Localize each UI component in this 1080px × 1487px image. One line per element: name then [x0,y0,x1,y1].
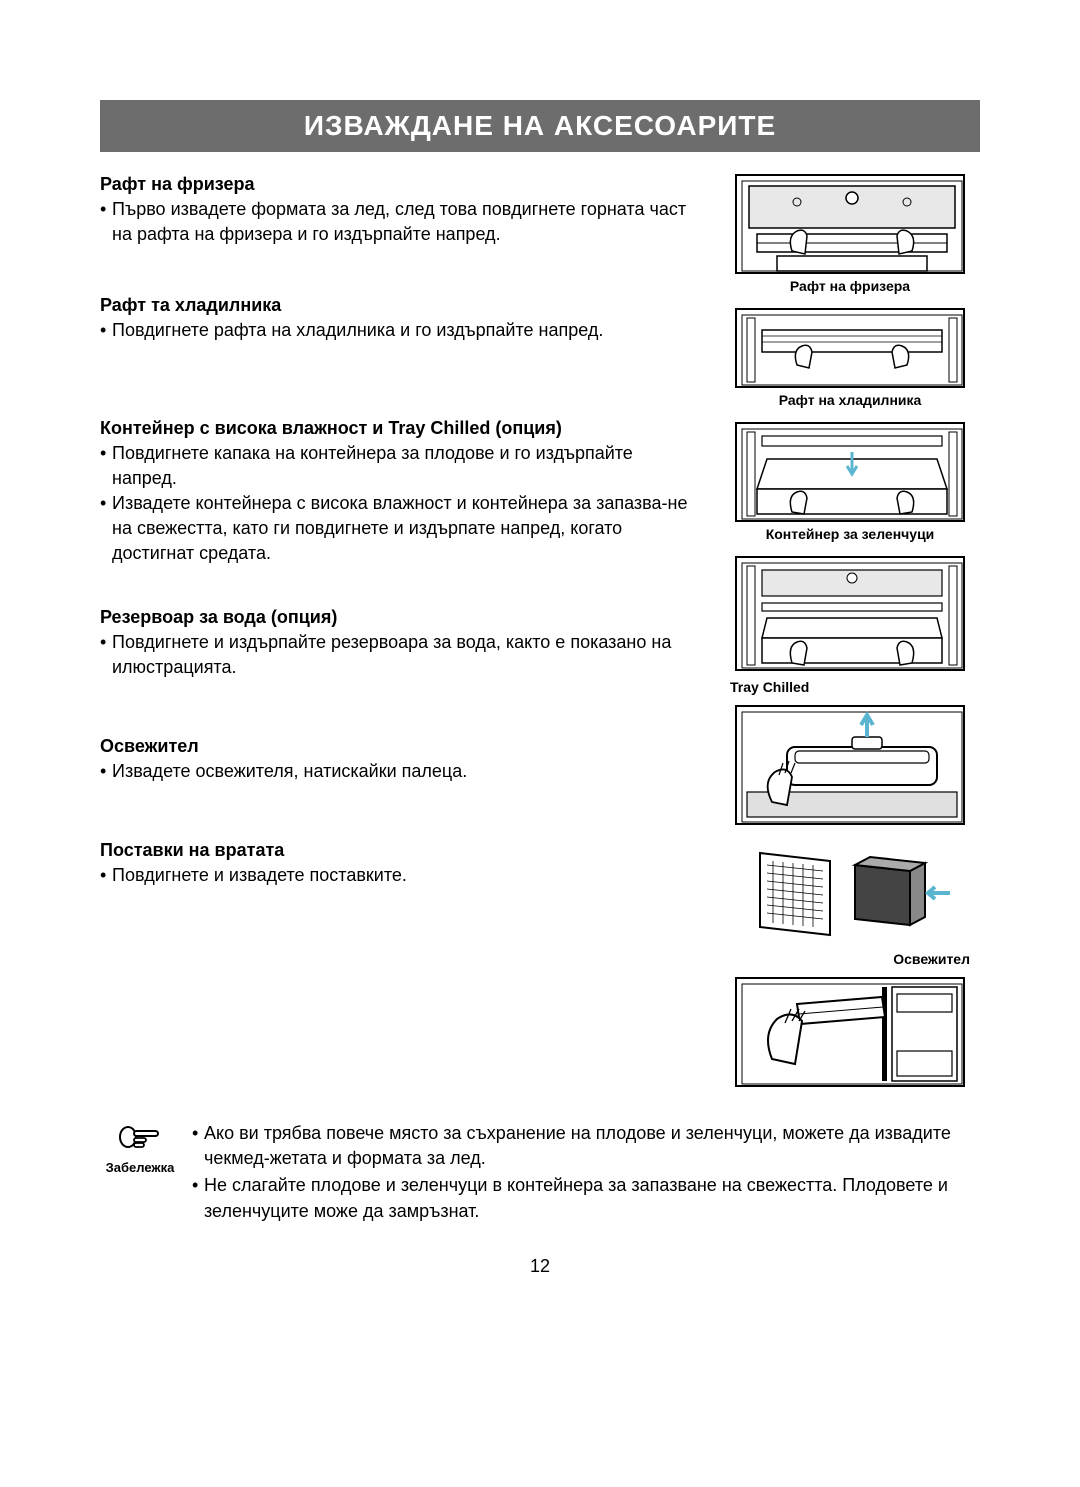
fridge-shelf-svg [737,310,967,390]
diagram-tray-chilled [735,556,965,671]
section-title: Рафт на фризера [100,174,700,195]
page-number: 12 [100,1256,980,1277]
diagram-veg-container [735,422,965,522]
note-bullet: Не слагайте плодове и зеленчуци в контей… [192,1173,980,1223]
section-freshener: Освежител Извадете освежителя, натискайк… [100,736,700,784]
diagram-water-tank [735,705,965,825]
page-title: ИЗВАЖДАНЕ НА АКСЕСОАРИТЕ [304,110,776,141]
veg-container-svg [737,424,967,524]
section-title: Контейнер с висока влажност и Tray Chill… [100,418,700,439]
bullet-text: Извадете контейнера с висока влажност и … [100,491,700,567]
tray-chilled-svg [737,558,967,673]
caption-fridge-shelf: Рафт на хладилника [779,392,922,408]
section-water-tank: Резервоар за вода (опция) Повдигнете и и… [100,607,700,680]
text-column: Рафт на фризера Първо извадете формата з… [100,174,700,1091]
caption-freezer-shelf: Рафт на фризера [790,278,910,294]
water-tank-svg [737,707,967,827]
bullet-text: Повдигнете и извадете поставките. [100,863,700,888]
bullet-text: Първо извадете формата за лед, след това… [100,197,700,247]
note-section: Забележка Ако ви трябва повече място за … [100,1121,980,1226]
note-icon-column: Забележка [100,1121,180,1175]
caption-veg-container: Контейнер за зеленчуци [766,526,935,542]
section-door-trays: Поставки на вратата Повдигнете и извадет… [100,840,700,888]
diagram-freshener [735,843,965,943]
note-text: Ако ви трябва повече място за съхранение… [192,1121,980,1226]
bullet-text: Повдигнете рафта на хладилника и го издъ… [100,318,700,343]
bullet-text: Извадете освежителя, натискайки палеца. [100,759,700,784]
diagram-door-trays [735,977,965,1087]
freezer-shelf-svg [737,176,967,276]
freshener-svg [735,843,965,943]
note-label: Забележка [100,1160,180,1175]
manual-page: ИЗВАЖДАНЕ НА АКСЕСОАРИТЕ Рафт на фризера… [0,0,1080,1487]
diagram-freezer-shelf [735,174,965,274]
hand-pointing-icon [100,1121,180,1158]
bullet-text: Повдигнете капака на контейнера за плодо… [100,441,700,491]
section-title: Поставки на вратата [100,840,700,861]
section-freezer-shelf: Рафт на фризера Първо извадете формата з… [100,174,700,247]
content-columns: Рафт на фризера Първо извадете формата з… [100,174,980,1091]
section-title: Рафт та хладилника [100,295,700,316]
caption-freshener: Освежител [720,951,980,967]
bullet-text: Повдигнете и издърпайте резервоара за во… [100,630,700,680]
door-trays-svg [737,979,967,1089]
note-bullet: Ако ви трябва повече място за съхранение… [192,1121,980,1171]
section-container: Контейнер с висока влажност и Tray Chill… [100,418,700,567]
section-title: Освежител [100,736,700,757]
diagram-fridge-shelf [735,308,965,388]
diagram-column: Рафт на фризера Рафт на хладилника [720,174,980,1091]
caption-tray-chilled: Tray Chilled [720,679,980,695]
page-title-bar: ИЗВАЖДАНЕ НА АКСЕСОАРИТЕ [100,100,980,152]
section-title: Резервоар за вода (опция) [100,607,700,628]
section-fridge-shelf: Рафт та хладилника Повдигнете рафта на х… [100,295,700,343]
